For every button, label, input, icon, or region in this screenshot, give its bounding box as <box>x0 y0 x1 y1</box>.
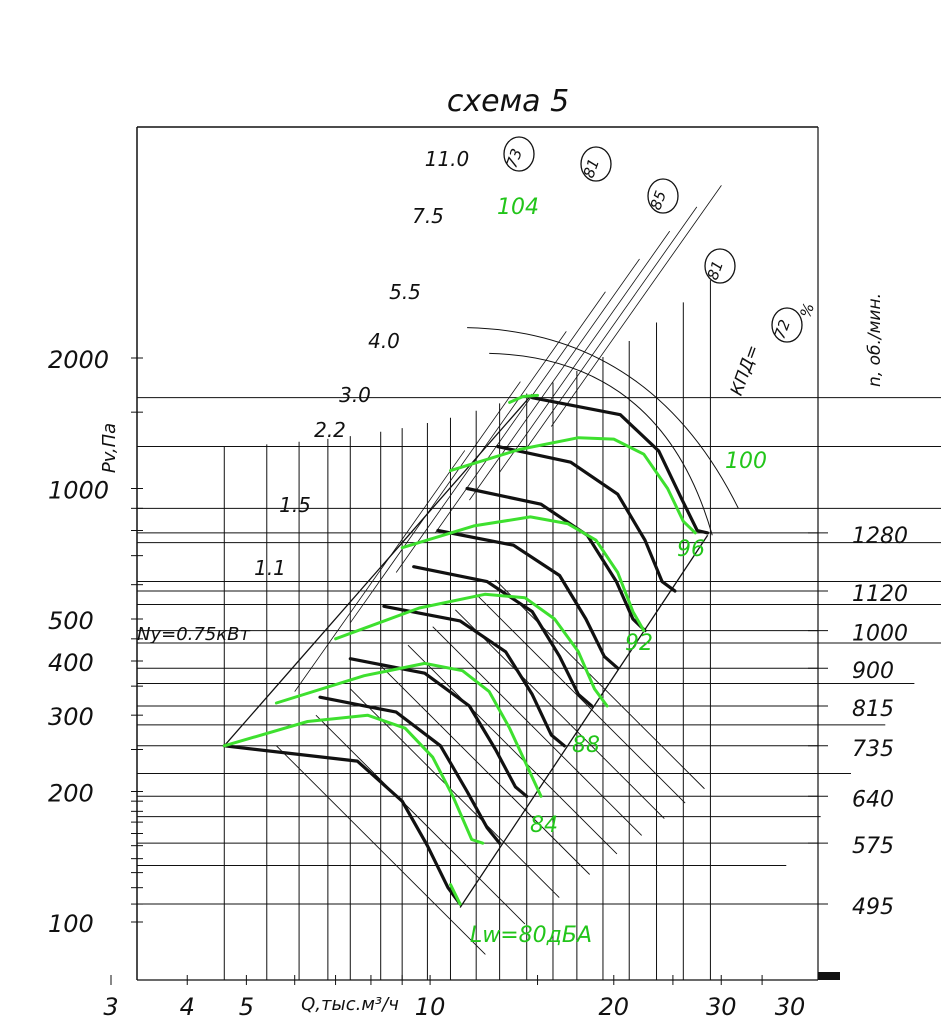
power-label: 1.5 <box>279 493 311 517</box>
load-line <box>435 291 606 534</box>
efficiency-label: 72 <box>771 317 794 341</box>
field-edge-right <box>459 534 709 908</box>
system-line <box>432 626 642 836</box>
power-label: 7.5 <box>412 204 444 228</box>
load-line <box>526 206 698 449</box>
y-tick-label: 2000 <box>48 346 109 374</box>
noise-curve-104 <box>508 393 539 404</box>
y-tick-label: 300 <box>48 703 94 731</box>
load-line <box>550 185 722 427</box>
efficiency-prefix: КПД= <box>727 342 764 398</box>
pressure-curve-1120 <box>496 444 677 593</box>
rpm-label: 1000 <box>852 622 908 647</box>
power-label: 3.0 <box>339 383 371 407</box>
pressure-curve-1280 <box>530 396 710 535</box>
efficiency-circle <box>580 146 612 182</box>
load-line <box>349 381 521 624</box>
pressure-curve-735 <box>382 604 566 748</box>
pressure-curve-815 <box>412 565 594 708</box>
system-line <box>407 644 618 855</box>
noise-label: 96 <box>677 537 705 562</box>
power-label: 4.0 <box>368 329 400 353</box>
efficiency-circle <box>704 248 736 284</box>
power-label: 11.0 <box>425 147 470 171</box>
rpm-label: 1280 <box>852 524 908 549</box>
power-label: 2.2 <box>314 418 346 442</box>
y-tick-label: 1000 <box>48 476 109 504</box>
x-tick-label: 3 <box>103 993 118 1021</box>
efficiency-arc <box>467 327 739 509</box>
noise-curve-92 <box>334 592 609 708</box>
noise-curve-100 <box>449 436 697 535</box>
x-tick-label: 10 <box>415 993 446 1021</box>
x-axis-title: Q,тыс.м³/ч <box>301 994 399 1015</box>
noise-curve-80 <box>449 883 462 906</box>
rpm-label: 900 <box>852 659 894 684</box>
load-line <box>395 331 567 573</box>
rpm-label: 735 <box>852 737 894 762</box>
x-tick-label: 30 <box>706 993 737 1021</box>
efficiency-label: 73 <box>503 146 526 170</box>
x-tick-label: 4 <box>180 993 195 1021</box>
system-line <box>495 579 705 790</box>
plot-frame <box>110 126 840 985</box>
curve-layer <box>222 393 710 906</box>
efficiency-label: 81 <box>580 156 603 180</box>
pressure-curve-495 <box>222 744 462 906</box>
pressure-curve-1000 <box>465 486 647 633</box>
chart-title: схема 5 <box>447 84 569 119</box>
axis-corner-mark <box>818 972 840 980</box>
system-line <box>475 594 686 804</box>
noise-label: 104 <box>497 195 539 220</box>
system-line <box>455 609 665 819</box>
right-axis-title: n, об./мин. <box>865 293 885 387</box>
rpm-label: 575 <box>852 834 894 859</box>
efficiency-label: 81 <box>704 258 727 282</box>
pressure-curve-575 <box>318 695 502 845</box>
rpm-label: 1120 <box>852 582 908 607</box>
noise-curve-96 <box>400 515 646 633</box>
y-axis-title: Pv,Па <box>99 423 120 473</box>
rpm-label: 640 <box>852 787 894 812</box>
efficiency-label: 85 <box>647 188 670 212</box>
power-label: 1.1 <box>254 556 286 580</box>
pressure-curve-640 <box>348 657 529 798</box>
noise-label: 92 <box>625 631 653 656</box>
y-tick-label: 500 <box>48 607 94 635</box>
system-line <box>349 688 560 898</box>
load-line <box>469 258 640 501</box>
pressure-curve-900 <box>436 528 620 670</box>
power-label: 5.5 <box>389 280 421 304</box>
efficiency-arc <box>489 352 713 536</box>
system-line <box>315 714 526 925</box>
rpm-label: 495 <box>852 895 894 920</box>
system-line <box>380 665 590 875</box>
rpm-label: 815 <box>852 697 894 722</box>
efficiency-circle <box>647 178 679 214</box>
x-tick-label: 20 <box>599 993 630 1021</box>
noise-curve-84 <box>222 713 485 845</box>
noise-label: 88 <box>572 733 600 758</box>
load-line <box>294 450 466 692</box>
efficiency-circle <box>771 307 803 343</box>
noise-label: 100 <box>725 449 767 474</box>
grid-layer <box>137 185 941 980</box>
x-tick-label: 5 <box>239 993 254 1021</box>
y-tick-label: 100 <box>48 910 94 938</box>
system-line <box>276 745 486 955</box>
efficiency-circle <box>503 136 535 172</box>
power-label: Ny=0.75кВт <box>137 624 250 645</box>
noise-curve-88 <box>274 661 543 798</box>
noise-label: 84 <box>530 813 558 838</box>
x-tick-label: 30 <box>775 993 806 1021</box>
efficiency-unit: % <box>796 301 818 321</box>
y-tick-label: 200 <box>48 780 94 808</box>
noise-label: Lw=80дБА <box>470 923 592 948</box>
y-tick-label: 400 <box>48 649 94 677</box>
